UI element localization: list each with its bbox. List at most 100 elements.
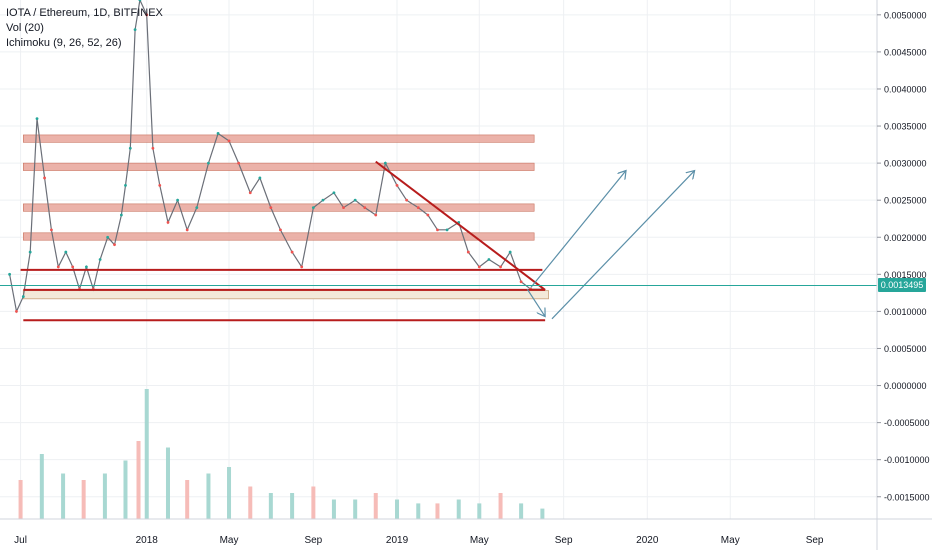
volume-bars — [18, 389, 545, 519]
volume-bar — [353, 499, 358, 519]
y-tick-label: 0.0015000 — [884, 270, 927, 280]
x-tick-label: Sep — [806, 535, 824, 546]
price-point — [15, 310, 18, 313]
y-tick-label: 0.0045000 — [884, 47, 927, 57]
price-point — [138, 0, 142, 2]
price-point — [519, 280, 523, 284]
y-tick-label: 0.0040000 — [884, 84, 927, 94]
y-tick-label: 0.0020000 — [884, 233, 927, 243]
price-point — [98, 258, 102, 261]
x-tick-label: Sep — [555, 535, 573, 546]
price-point — [508, 250, 512, 254]
current-price-badge: 0.0013495 — [878, 278, 926, 292]
volume-bar — [39, 454, 44, 519]
resistance-band — [23, 232, 535, 241]
volume-bar — [498, 493, 503, 519]
legend-indicator[interactable]: Ichimoku (9, 26, 52, 26) — [6, 37, 122, 49]
x-tick-label: May — [721, 535, 740, 546]
y-tick-label: -0.0005000 — [884, 418, 930, 428]
price-point — [269, 206, 273, 210]
price-point — [133, 28, 137, 32]
price-point — [185, 228, 189, 232]
volume-bar — [268, 493, 273, 519]
price-point — [64, 250, 68, 254]
price-point — [50, 228, 53, 232]
y-tick-label: 0.0010000 — [884, 307, 927, 317]
annotation-lines — [0, 160, 877, 322]
x-tick-label: May — [470, 535, 489, 546]
volume-bar — [165, 447, 170, 519]
price-point — [311, 206, 315, 210]
y-tick-label: 0.0025000 — [884, 196, 927, 206]
price-point — [124, 183, 127, 187]
volume-bar — [290, 493, 295, 519]
volume-bar — [540, 508, 545, 519]
volume-bar — [136, 441, 141, 519]
y-tick-label: -0.0015000 — [884, 492, 930, 502]
x-tick-label: 2018 — [136, 535, 159, 546]
y-tick-label: 0.0000000 — [884, 381, 927, 391]
price-point — [166, 221, 170, 224]
price-point — [426, 213, 430, 217]
price-point — [300, 265, 304, 269]
price-point — [43, 176, 46, 180]
x-tick-label: Jul — [14, 535, 27, 546]
support-band — [22, 290, 549, 300]
projection-arrow — [551, 171, 695, 320]
price-point — [71, 265, 75, 269]
price-point — [113, 243, 116, 247]
volume-bar — [81, 480, 86, 519]
x-tick-label: 2019 — [386, 535, 409, 546]
volume-bar — [519, 503, 524, 519]
price-point — [35, 117, 39, 121]
price-point — [145, 13, 149, 17]
price-point — [353, 198, 357, 202]
price-point — [128, 146, 132, 150]
volume-bar — [435, 503, 440, 519]
price-point — [158, 183, 162, 187]
price-point — [216, 132, 220, 135]
y-tick-label: 0.0035000 — [884, 122, 927, 132]
price-point — [383, 161, 387, 165]
price-point — [416, 206, 420, 210]
x-tick-label: 2020 — [636, 535, 659, 546]
volume-bar — [331, 499, 336, 519]
projection-arrow — [530, 171, 626, 289]
price-point — [363, 206, 367, 210]
volume-bar — [395, 499, 400, 519]
price-point — [477, 265, 481, 269]
resistance-band — [23, 134, 535, 143]
volume-bar — [123, 460, 128, 519]
trend-line — [375, 160, 546, 291]
volume-bar — [416, 503, 421, 519]
volume-bar — [373, 493, 378, 519]
price-point — [56, 265, 60, 269]
resistance-band — [23, 203, 535, 212]
legend-volume[interactable]: Vol (20) — [6, 22, 44, 34]
volume-bar — [456, 499, 461, 519]
price-point — [445, 228, 449, 232]
legend-symbol[interactable]: IOTA / Ethereum, 1D, BITFINEX — [6, 7, 163, 19]
resistance-band — [23, 162, 535, 171]
price-point — [8, 272, 11, 276]
price-point — [227, 139, 231, 143]
price-point — [279, 228, 282, 232]
price-point — [207, 161, 210, 165]
x-tick-label: Sep — [304, 535, 322, 546]
chart-legend: IOTA / Ethereum, 1D, BITFINEX Vol (20) I… — [6, 6, 163, 51]
price-point — [487, 258, 491, 261]
price-point — [436, 228, 439, 232]
projection-arrow — [526, 288, 545, 316]
price-point — [466, 250, 470, 254]
volume-bar — [227, 467, 232, 519]
price-point — [176, 198, 179, 202]
price-point — [248, 191, 252, 195]
price-point — [84, 265, 88, 269]
x-tick-label: May — [220, 535, 239, 546]
price-point — [258, 176, 262, 180]
price-point — [405, 198, 409, 202]
annotation-bands — [22, 134, 549, 300]
